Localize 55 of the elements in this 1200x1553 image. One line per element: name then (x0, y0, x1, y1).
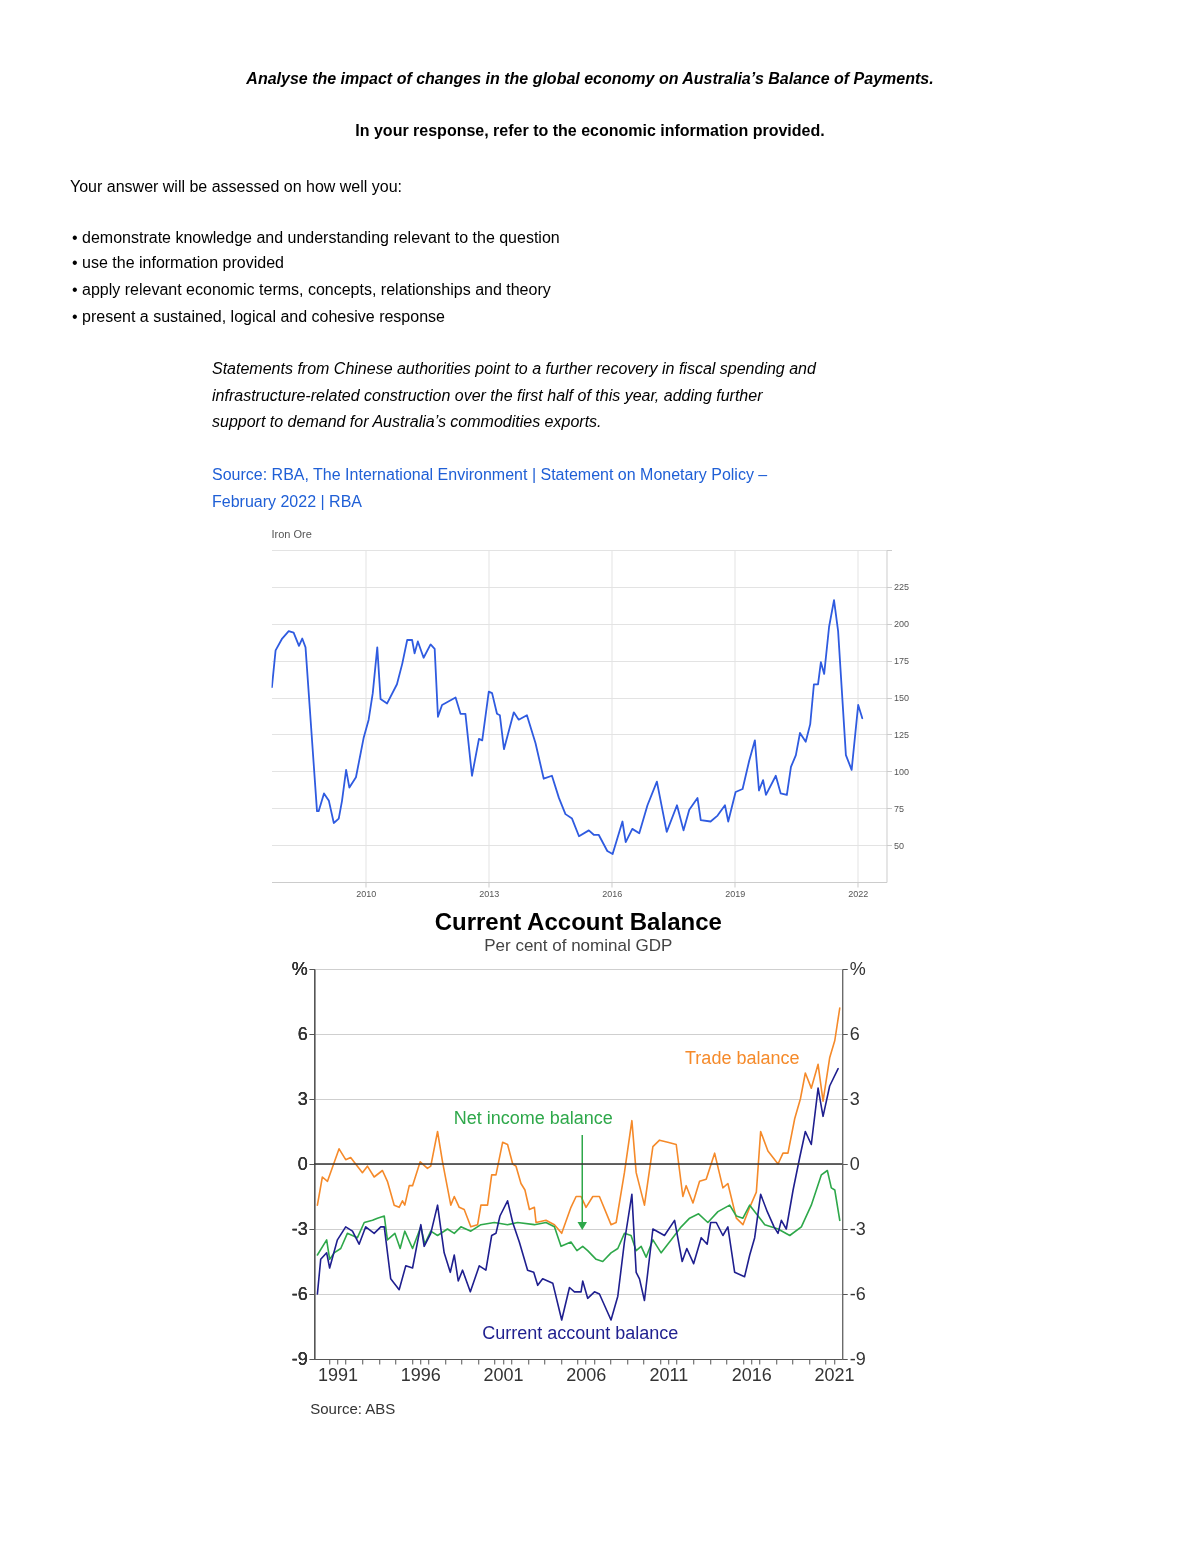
y2-tick-label: 3 (849, 1088, 860, 1109)
y-tick-label: 0 (297, 1153, 308, 1174)
y-tick-label: 100 (893, 766, 910, 777)
text: • use the information provided (72, 254, 284, 271)
line-series (316, 1169, 841, 1263)
y-tick-label: % (291, 958, 308, 979)
x-tick-label: 2016 (731, 1364, 772, 1385)
x-tick-label: 2013 (479, 888, 500, 899)
source-note: Source: RBA, The International Environment | Statement on Monetary Policy – (212, 466, 768, 483)
y-tick-label: 125 (893, 729, 910, 740)
line-series (271, 599, 864, 855)
y-tick-label: 150 (893, 693, 910, 704)
y2-tick-label: 6 (849, 1023, 860, 1044)
y-tick-label: 3 (297, 1088, 308, 1109)
y2-tick-label: -6 (849, 1283, 866, 1304)
chart-title: Current Account Balance (434, 908, 722, 935)
y2-tick-label: 0 (849, 1153, 860, 1174)
text: • demonstrate knowledge and understanding relevant to the question (72, 229, 560, 246)
line-series (316, 1007, 841, 1235)
text: • apply relevant economic terms, concepts, relationships and theory (72, 281, 551, 298)
text: Net income balance (453, 1108, 613, 1128)
text: Analyse the impact of changes in the global economy on Australia’s Balance of Payments. (245, 70, 934, 87)
y-tick-label: -3 (291, 1218, 308, 1239)
text: Your answer will be assessed on how well you: (70, 178, 403, 195)
chart-subtitle: Per cent of nominal GDP (484, 936, 673, 955)
x-tick-label: 2006 (566, 1364, 607, 1385)
text: In your response, refer to the economic information provided. (355, 122, 825, 139)
y-tick-label: 200 (893, 619, 910, 630)
y2-tick-label: % (849, 958, 866, 979)
y-tick-label: 50 (893, 840, 905, 851)
series-label: Trade balance (685, 1048, 800, 1068)
text: infrastructure-related construction over the first half of this year, adding further (212, 387, 764, 404)
source-note: Source: ABS (310, 1400, 396, 1417)
x-tick-label: 2022 (848, 888, 869, 899)
chart-title: Iron Ore (271, 528, 312, 540)
text: February 2022 | RBA (212, 493, 363, 510)
x-tick-label: 2019 (725, 888, 746, 899)
text: • present a sustained, logical and cohesive response (72, 308, 446, 325)
y-tick-label: 6 (297, 1023, 308, 1044)
y-tick-label: -6 (291, 1283, 308, 1304)
y-tick-label: 75 (893, 803, 905, 814)
text: support to demand for Australia’s commodities exports. (212, 413, 602, 430)
y-tick-label: -9 (291, 1348, 308, 1369)
y2-tick-label: -3 (849, 1218, 866, 1239)
x-tick-label: 1991 (317, 1364, 358, 1385)
x-tick-label: 2016 (602, 888, 623, 899)
x-tick-label: 2010 (356, 888, 377, 899)
x-tick-label: 1996 (400, 1364, 441, 1385)
series-label: Current account balance (482, 1323, 679, 1343)
y-tick-label: 175 (893, 656, 910, 667)
x-tick-label: 2001 (483, 1364, 524, 1385)
line-series (316, 1067, 839, 1321)
x-tick-label: 2011 (649, 1364, 689, 1385)
text: Statements from Chinese authorities point to a further recovery in fiscal spending and (212, 360, 817, 377)
y-tick-label: 225 (893, 582, 910, 593)
